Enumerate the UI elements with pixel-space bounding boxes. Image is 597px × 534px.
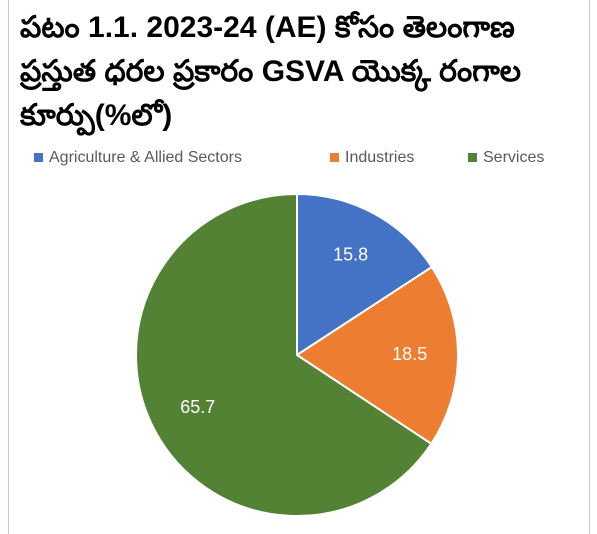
legend-label: Agriculture & Allied Sectors — [49, 149, 242, 166]
legend-swatch — [34, 153, 43, 162]
legend-label: Services — [483, 149, 544, 166]
pie-slice — [296, 192, 434, 357]
legend-swatch — [330, 153, 339, 162]
data-label: 18.5 — [392, 344, 427, 364]
legend-swatch — [468, 153, 477, 162]
legend-label: Industries — [345, 149, 414, 166]
data-label: 65.7 — [180, 397, 215, 417]
data-label: 15.8 — [333, 245, 368, 265]
pie-slice — [295, 265, 459, 446]
chart-title: పటం 1.1. 2023-24 (AE) కోసం తెలంగాణ ప్రస్… — [20, 11, 522, 132]
frame — [8, 0, 590, 534]
pie-slice — [135, 192, 433, 517]
